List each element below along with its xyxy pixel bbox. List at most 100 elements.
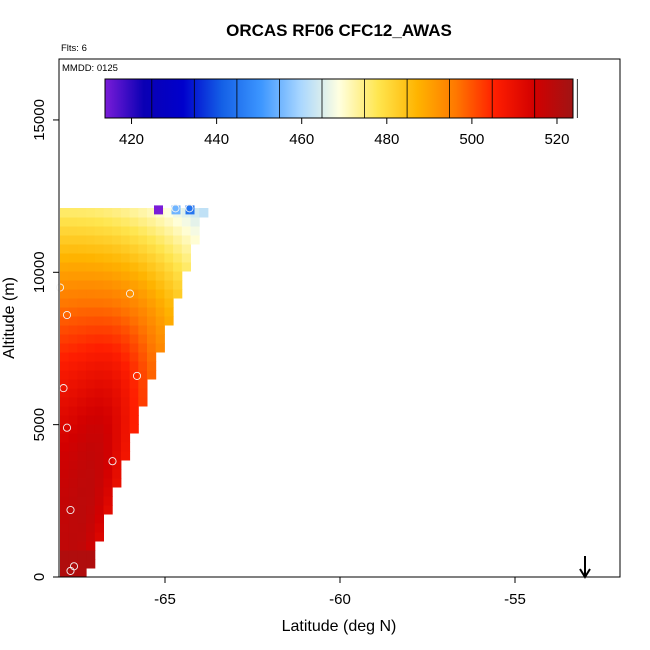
heatmap-cell-231 <box>164 316 174 326</box>
heatmap-cell-331 <box>68 244 78 254</box>
heatmap-cell-250 <box>103 298 113 308</box>
heatmap-cell-241 <box>138 307 148 317</box>
y-tick-label-1: 5000 <box>31 408 48 441</box>
heatmap-cell-53 <box>103 478 113 488</box>
heatmap-cell-197 <box>77 334 87 344</box>
heatmap-cell-405 <box>164 208 174 218</box>
heatmap-cell-5 <box>77 559 87 569</box>
heatmap-cell-289 <box>86 271 96 281</box>
heatmap-cell-279 <box>120 280 131 290</box>
heatmap-cell-59 <box>94 469 104 479</box>
heatmap-cell-157 <box>120 370 131 380</box>
heatmap-cell-350 <box>103 235 113 245</box>
heatmap-cell-9 <box>77 550 87 560</box>
colorbar-tick-label-0: 420 <box>119 131 144 148</box>
heatmap-cell-189 <box>112 343 122 353</box>
heatmap-cell-147 <box>120 379 131 389</box>
heatmap-cell-186 <box>86 343 96 353</box>
heatmap-cell-54 <box>112 478 122 488</box>
heatmap-cell-190 <box>120 343 131 353</box>
heatmap-cell-84 <box>120 442 131 452</box>
heatmap-cell-137 <box>120 388 131 398</box>
heatmap-cell-216 <box>138 325 148 335</box>
heatmap-cell-82 <box>103 442 113 452</box>
heatmap-cell-162 <box>68 361 78 371</box>
heatmap-cell-314 <box>181 262 191 272</box>
colorbar-tick-label-3: 480 <box>374 131 399 148</box>
heatmap-cell-96 <box>86 424 96 434</box>
heatmap-cell-36 <box>60 496 70 506</box>
heatmap-cell-285 <box>173 280 183 290</box>
heatmap-cell-23 <box>86 523 96 533</box>
heatmap-cell-17 <box>77 532 87 542</box>
heatmap-cell-56 <box>68 469 78 479</box>
heatmap-cell-188 <box>103 343 113 353</box>
heatmap-cell-235 <box>86 307 96 317</box>
heatmap-cell-259 <box>68 289 78 299</box>
heatmap-cell-15 <box>60 532 70 542</box>
sample-point-8 <box>125 289 135 298</box>
heatmap-cell-210 <box>86 325 96 335</box>
colorbar: 420 440 460 480 500 520 <box>104 78 578 148</box>
heatmap-cell-218 <box>155 325 165 335</box>
heatmap-cell-177 <box>103 352 113 362</box>
flights-label: Flts: 6 <box>61 43 87 54</box>
heatmap-cell-370 <box>138 226 148 236</box>
heatmap-cell-2 <box>77 568 87 578</box>
heatmap-cell-392 <box>190 217 200 227</box>
heatmap-cell-318 <box>86 253 96 263</box>
heatmap-cell-273 <box>68 280 78 290</box>
heatmap-cell-184 <box>68 343 78 353</box>
heatmap-cell-143 <box>86 379 96 389</box>
heatmap-cell-274 <box>77 280 87 290</box>
heatmap-cell-86 <box>68 433 78 443</box>
heatmap-cell-8 <box>68 550 78 560</box>
heatmap-cell-322 <box>120 253 131 263</box>
heatmap-cell-364 <box>86 226 96 236</box>
heatmap-cell-385 <box>129 217 139 227</box>
heatmap-cell-155 <box>103 370 113 380</box>
heatmap-cell-337 <box>120 244 131 254</box>
colorbar-frame <box>104 78 574 119</box>
heatmap-cell-265 <box>120 289 131 299</box>
heatmap-cell-70 <box>68 451 78 461</box>
heatmap-cell-150 <box>60 370 70 380</box>
heatmap-cell-191 <box>129 343 139 353</box>
heatmap-cell-389 <box>164 217 174 227</box>
heatmap-cell-408 <box>190 208 200 218</box>
heatmap-cell-66 <box>94 460 104 470</box>
heatmap-cell-320 <box>103 253 113 263</box>
colorbar-tick-label-2: 460 <box>289 131 314 148</box>
y-axis-label: Altitude (m) <box>1 277 18 359</box>
heatmap-cell-311 <box>155 262 165 272</box>
heatmap-cell-284 <box>164 280 174 290</box>
heatmap-cell-297 <box>155 271 165 281</box>
heatmap-cell-258 <box>60 289 70 299</box>
heatmap-cell-171 <box>147 361 157 371</box>
heatmap-cell-339 <box>138 244 148 254</box>
heatmap-cell-68 <box>112 460 122 470</box>
heatmap-cell-182 <box>147 352 157 362</box>
heatmap-cell-295 <box>138 271 148 281</box>
heatmap-cell-306 <box>112 262 122 272</box>
heatmap-cell-55 <box>60 469 70 479</box>
heatmap-cell-103 <box>68 415 78 425</box>
sample-point-3 <box>108 457 117 466</box>
heatmap-cell-255 <box>147 298 157 308</box>
heatmap-cell-164 <box>86 361 96 371</box>
heatmap-cell-89 <box>94 433 104 443</box>
top-row-cell-0 <box>154 205 163 215</box>
heatmap-cell-254 <box>138 298 148 308</box>
heatmap-cell-310 <box>147 262 157 272</box>
heatmap-cell-398 <box>103 208 113 218</box>
heatmap-cell-238 <box>112 307 122 317</box>
heatmap-cell-391 <box>181 217 191 227</box>
heatmap-cell-127 <box>120 397 131 407</box>
heatmap-cell-75 <box>112 451 122 461</box>
heatmap-cell-374 <box>173 226 183 236</box>
heatmap-cell-133 <box>86 388 96 398</box>
heatmap-cell-401 <box>129 208 139 218</box>
heatmap-cell-21 <box>68 523 78 533</box>
heatmap-cell-317 <box>77 253 87 263</box>
y-tick-label-0: 0 <box>31 573 48 581</box>
